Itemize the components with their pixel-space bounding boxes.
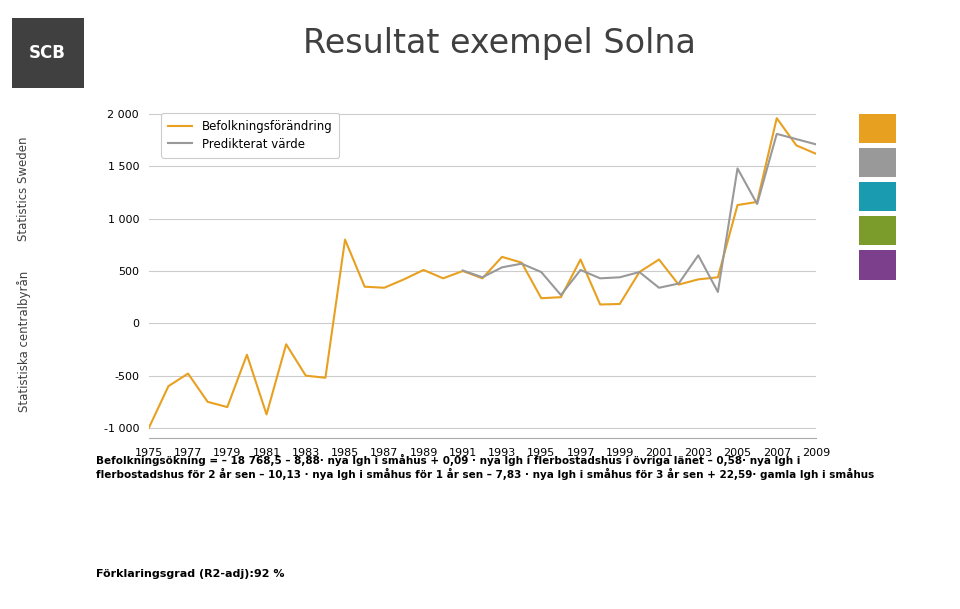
Text: Statistiska centralbyrån: Statistiska centralbyrån: [17, 270, 31, 412]
FancyBboxPatch shape: [8, 15, 87, 92]
Text: Resultat exempel Solna: Resultat exempel Solna: [302, 27, 696, 60]
Text: Befolkningsökning = – 18 768,5 – 8,88· nya lgh i småhus + 0,09 · nya lgh i flerb: Befolkningsökning = – 18 768,5 – 8,88· n…: [96, 454, 875, 480]
Text: Statistics Sweden: Statistics Sweden: [17, 136, 31, 241]
Text: SCB: SCB: [29, 44, 66, 62]
Legend: Befolkningsförändring, Predikterat värde: Befolkningsförändring, Predikterat värde: [161, 113, 339, 158]
Text: Förklaringsgrad (R2-adj):92 %: Förklaringsgrad (R2-adj):92 %: [96, 569, 284, 579]
